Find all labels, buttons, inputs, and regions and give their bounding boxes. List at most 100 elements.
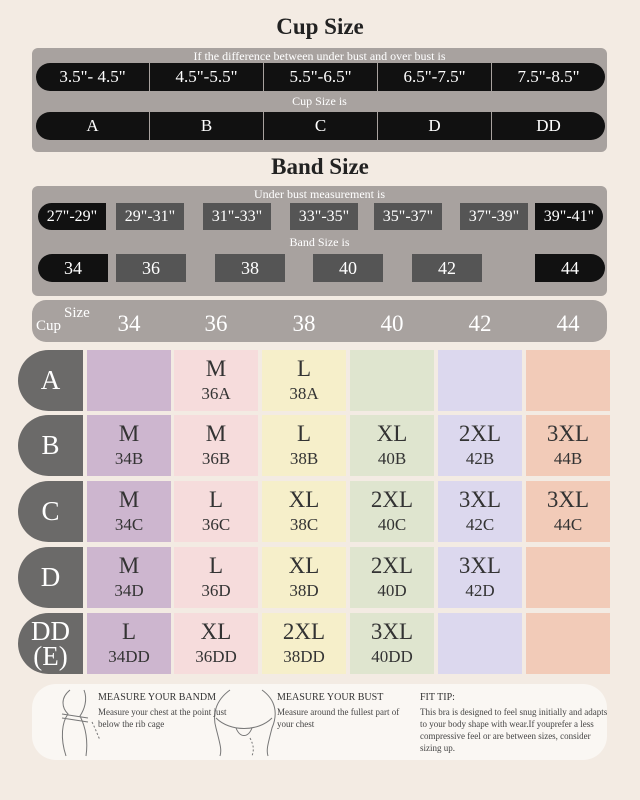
table-header <box>32 300 607 342</box>
difference-box: 6.5"-7.5" <box>378 63 491 91</box>
cell-size: 2XL <box>370 553 414 578</box>
tip-text: This bra is designed to feel snug initia… <box>420 707 608 753</box>
measurement-box: 33"-35" <box>290 203 358 230</box>
cup-box: A <box>36 112 149 140</box>
cell <box>87 350 171 411</box>
measurement-box: 29"-31" <box>116 203 184 230</box>
cell-code: 42D <box>465 581 495 600</box>
tip-text: Measure your chest at the point just bel… <box>98 707 227 729</box>
cell: L 38A <box>262 350 346 411</box>
cell: 3XL 42C <box>438 481 522 542</box>
cell <box>526 547 610 608</box>
cell: 3XL 40DD <box>350 613 434 674</box>
cell-code: 38C <box>289 515 319 534</box>
cell: 2XL 38DD <box>262 613 346 674</box>
column-label: 40 <box>380 311 404 336</box>
measurement-box: 39"-41" <box>535 203 603 230</box>
tips-panel <box>32 684 607 760</box>
cell-size: 3XL <box>458 487 502 512</box>
cell: 3XL 44B <box>526 415 610 476</box>
cell-size: M <box>118 487 140 512</box>
cell-size: 3XL <box>370 619 414 644</box>
cell-size: XL <box>288 553 320 578</box>
cell: L 36C <box>174 481 258 542</box>
cup-label: Cup <box>36 318 62 334</box>
cell: L 36D <box>174 547 258 608</box>
cell-code: 42B <box>465 449 495 468</box>
cup-box: C <box>264 112 377 140</box>
cup-box: B <box>150 112 263 140</box>
label: Cup Size is <box>292 93 347 108</box>
row-header: C <box>18 481 83 542</box>
cell-code: 40D <box>377 581 407 600</box>
cell: 2XL 40C <box>350 481 434 542</box>
cell: 3XL 42D <box>438 547 522 608</box>
column-label: 44 <box>556 311 580 336</box>
label: Band Size is <box>289 234 350 249</box>
cell: 2XL 40D <box>350 547 434 608</box>
difference-box: 5.5"-6.5" <box>264 63 377 91</box>
cell-code: 34B <box>114 449 144 468</box>
row-header: A <box>18 350 83 411</box>
cell-size: 2XL <box>458 421 502 446</box>
cell-code: 36DD <box>195 647 237 666</box>
cell-code: 42C <box>465 515 495 534</box>
cell-size: M <box>118 421 140 446</box>
tip-text: Measure around the fullest part of your … <box>277 707 400 729</box>
cell-code: 38B <box>289 449 319 468</box>
section-title: Band Size <box>271 154 369 179</box>
size-label: Size <box>64 305 90 321</box>
cell-code: 36D <box>201 581 231 600</box>
row-header: D <box>18 547 83 608</box>
cell-size: 2XL <box>282 619 326 644</box>
band-box: 42 <box>412 254 482 282</box>
column-label: 36 <box>204 311 228 336</box>
cell: M 34D <box>87 547 171 608</box>
cell-code: 34D <box>114 581 144 600</box>
measurement-box: 31"-33" <box>203 203 271 230</box>
cell-code: 36A <box>201 384 231 403</box>
cell-size: M <box>118 553 140 578</box>
cell-size: M <box>205 356 227 381</box>
band-box: 34 <box>38 254 108 282</box>
cell-size: L <box>296 356 312 381</box>
section-title: Cup Size <box>276 14 364 39</box>
cell-size: 3XL <box>458 553 502 578</box>
column-label: 42 <box>468 311 492 336</box>
cell-code: 44C <box>553 515 583 534</box>
cell-size: XL <box>288 487 320 512</box>
cell-size: L <box>208 487 224 512</box>
cell-size: XL <box>200 619 232 644</box>
cell-size: L <box>121 619 137 644</box>
label: If the difference between under bust and… <box>193 48 446 63</box>
figure-sketches <box>61 689 276 757</box>
tip-title: FIT TIP: <box>420 692 455 703</box>
difference-box: 4.5"-5.5" <box>150 63 263 91</box>
cell-size: 3XL <box>546 487 590 512</box>
column-label: 38 <box>292 311 316 336</box>
cell <box>526 350 610 411</box>
band-box: 44 <box>535 254 605 282</box>
cell-code: 40C <box>377 515 407 534</box>
cell-size: 2XL <box>370 487 414 512</box>
cell-code: 34C <box>114 515 144 534</box>
cell-code: 38D <box>289 581 319 600</box>
cell: L 38B <box>262 415 346 476</box>
cell: M 36B <box>174 415 258 476</box>
cell-code: 40B <box>377 449 407 468</box>
tip-title: MEASURE YOUR BUST <box>277 692 384 703</box>
cell-size: 3XL <box>546 421 590 446</box>
cell <box>438 350 522 411</box>
cell: L 34DD <box>87 613 171 674</box>
cell-code: 44B <box>553 449 583 468</box>
cell: XL 38D <box>262 547 346 608</box>
cell-code: 38A <box>289 384 319 403</box>
column-label: 34 <box>117 311 141 336</box>
cell: XL 38C <box>262 481 346 542</box>
row-header: DD (E) <box>18 613 83 674</box>
cell <box>350 350 434 411</box>
cell-size: L <box>208 553 224 578</box>
cup-box: DD <box>492 112 605 140</box>
band-box: 38 <box>215 254 285 282</box>
